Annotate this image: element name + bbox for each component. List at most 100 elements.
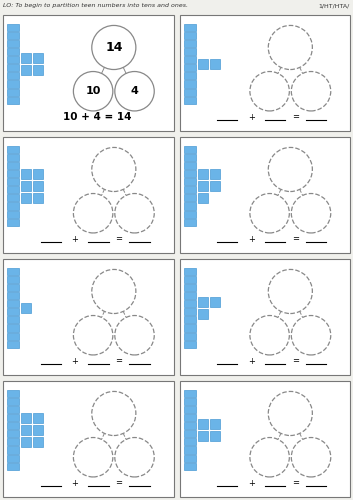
Bar [21, 192, 31, 202]
Bar [7, 88, 19, 96]
Bar [21, 168, 31, 178]
Bar [184, 284, 196, 291]
Bar [209, 180, 220, 190]
Bar [7, 24, 19, 30]
Bar [7, 406, 19, 413]
Bar [184, 178, 196, 185]
Text: =: = [292, 112, 299, 122]
Bar [179, 381, 350, 497]
Bar [184, 218, 196, 226]
Bar [7, 462, 19, 470]
Bar [184, 80, 196, 87]
Bar [7, 430, 19, 438]
Bar [33, 192, 43, 202]
Bar [184, 390, 196, 396]
Bar [7, 390, 19, 396]
Ellipse shape [250, 72, 289, 111]
Bar [7, 72, 19, 80]
Bar [184, 308, 196, 316]
Bar [184, 438, 196, 446]
Bar [21, 64, 31, 74]
Bar [209, 296, 220, 306]
Bar [184, 32, 196, 39]
Bar [184, 210, 196, 218]
Ellipse shape [73, 72, 113, 111]
Bar [7, 316, 19, 324]
Bar [7, 40, 19, 47]
Text: =: = [292, 234, 299, 244]
Bar [7, 56, 19, 63]
Text: =: = [115, 234, 122, 244]
Ellipse shape [268, 26, 312, 70]
Bar [7, 162, 19, 169]
Bar [179, 15, 350, 131]
Bar [7, 454, 19, 462]
Bar [3, 381, 174, 497]
Bar [7, 210, 19, 218]
Text: +: + [71, 356, 78, 366]
Bar [7, 170, 19, 177]
Bar [7, 300, 19, 307]
Bar [184, 414, 196, 421]
Text: LO: To begin to partition teen numbers into tens and ones.: LO: To begin to partition teen numbers i… [3, 3, 188, 8]
Text: =: = [115, 478, 122, 488]
Bar [7, 194, 19, 202]
Bar [21, 180, 31, 190]
Bar [184, 430, 196, 438]
Ellipse shape [73, 316, 113, 355]
Text: +: + [248, 112, 255, 122]
Bar [21, 412, 31, 422]
Bar [7, 422, 19, 429]
Ellipse shape [73, 438, 113, 477]
Text: +: + [71, 478, 78, 488]
Text: +: + [71, 234, 78, 244]
Bar [197, 58, 208, 68]
Text: =: = [292, 356, 299, 366]
Bar [197, 418, 208, 428]
Bar [7, 32, 19, 39]
Bar [197, 192, 208, 202]
Text: 14: 14 [105, 41, 122, 54]
Bar [3, 259, 174, 375]
Ellipse shape [268, 148, 312, 192]
Ellipse shape [250, 316, 289, 355]
Bar [7, 292, 19, 299]
Bar [184, 406, 196, 413]
Bar [184, 96, 196, 104]
Ellipse shape [92, 270, 136, 314]
Bar [184, 194, 196, 202]
Ellipse shape [291, 72, 331, 111]
Bar [184, 300, 196, 307]
Bar [7, 324, 19, 332]
Bar [7, 308, 19, 316]
Bar [197, 308, 208, 318]
Bar [7, 96, 19, 104]
Ellipse shape [250, 438, 289, 477]
Ellipse shape [268, 392, 312, 436]
Ellipse shape [291, 194, 331, 233]
Bar [184, 40, 196, 47]
Bar [184, 340, 196, 348]
Bar [184, 276, 196, 283]
Bar [184, 48, 196, 55]
Bar [33, 180, 43, 190]
Bar [184, 72, 196, 80]
Bar [21, 52, 31, 62]
Bar [33, 412, 43, 422]
Bar [184, 268, 196, 274]
Bar [7, 80, 19, 87]
Bar [7, 146, 19, 152]
Bar [7, 438, 19, 446]
Bar [7, 332, 19, 340]
Bar [7, 414, 19, 421]
Text: 10: 10 [85, 86, 101, 96]
Text: +: + [248, 478, 255, 488]
Bar [184, 324, 196, 332]
Bar [21, 424, 31, 434]
Bar [184, 422, 196, 429]
Ellipse shape [115, 194, 154, 233]
Ellipse shape [73, 194, 113, 233]
Text: =: = [292, 478, 299, 488]
Text: +: + [248, 356, 255, 366]
Bar [7, 340, 19, 348]
